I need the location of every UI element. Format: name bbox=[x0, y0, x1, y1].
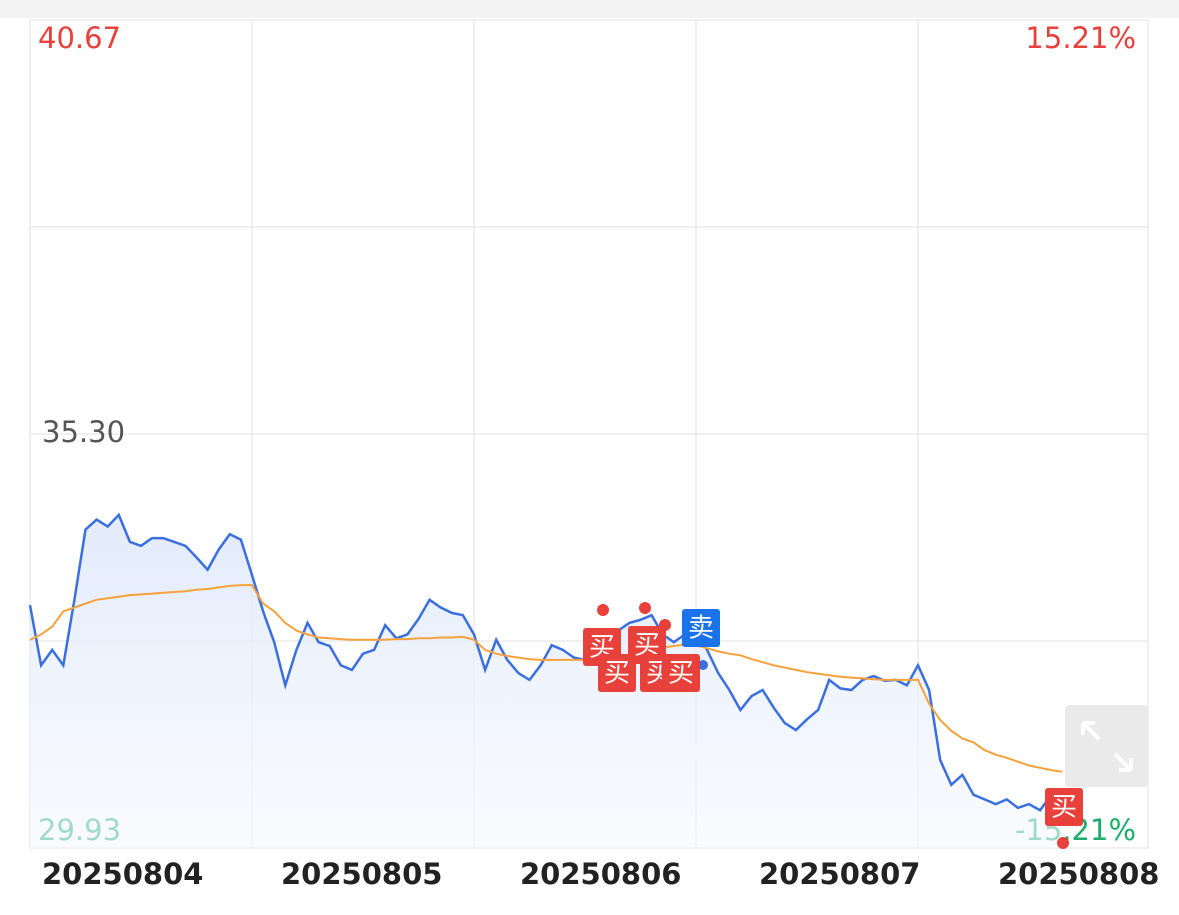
y-tick-label: 35.30 bbox=[42, 415, 125, 449]
top-bar bbox=[0, 0, 1179, 18]
y2-tick-label: 15.21% bbox=[1025, 21, 1136, 55]
x-tick-label: 20250806 bbox=[520, 857, 681, 891]
x-tick-label: 20250804 bbox=[42, 857, 203, 891]
x-tick-label: 20250805 bbox=[281, 857, 442, 891]
expand-icon[interactable] bbox=[1081, 721, 1133, 772]
x-tick-label: 20250808 bbox=[998, 857, 1159, 891]
average-line bbox=[29, 584, 1063, 773]
trade-marker-label: 卖 bbox=[688, 614, 714, 644]
expand-bg[interactable] bbox=[1065, 705, 1148, 787]
trade-dot bbox=[698, 660, 708, 670]
price-area bbox=[30, 514, 1063, 848]
y-tick-label: 40.67 bbox=[38, 21, 121, 55]
trade-dot bbox=[639, 602, 651, 614]
trade-marker-label: 买 bbox=[1051, 793, 1077, 823]
trade-dot bbox=[597, 604, 609, 616]
trade-marker-label: 买 bbox=[668, 659, 694, 689]
trade-marker-label: 买 bbox=[604, 659, 630, 689]
trade-marker bbox=[662, 654, 700, 692]
trade-dot bbox=[1057, 837, 1069, 849]
expand-button[interactable] bbox=[1065, 705, 1148, 787]
trade-marker bbox=[682, 609, 720, 647]
x-tick-label: 20250807 bbox=[759, 857, 920, 891]
trade-marker bbox=[1045, 788, 1083, 826]
trade-marker bbox=[598, 654, 636, 692]
plot: 40.6735.3029.9315.21%-15.21%202508042025… bbox=[28, 19, 1159, 891]
